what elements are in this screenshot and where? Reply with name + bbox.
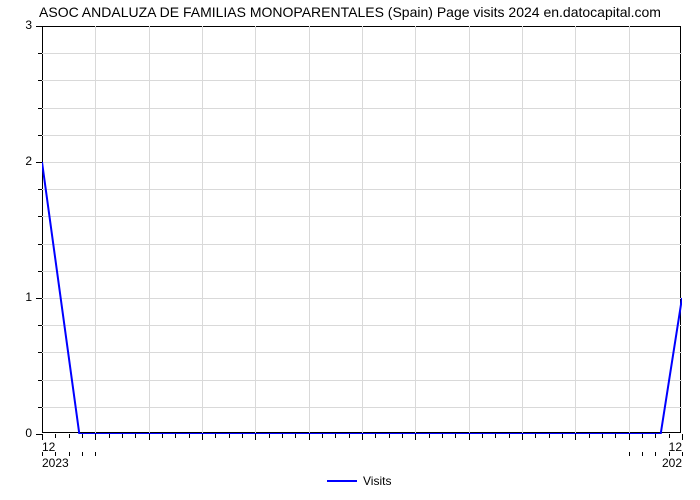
x-axis-label-bottom: 2023 [42,456,69,470]
xtick-minor [242,434,243,438]
xtick [682,434,683,440]
x-axis-label-top: 12 [669,440,682,454]
xtick-minor [269,434,270,438]
xtick-minor [135,434,136,438]
series-line [42,26,682,434]
xtick-minor [349,434,350,438]
legend-line [327,480,357,482]
xtick-minor [589,434,590,438]
xtick-minor [669,434,670,438]
xtick-minor [162,434,163,438]
xtick-minor [322,434,323,438]
xtick-minor [55,434,56,438]
legend-label: Visits [363,474,391,488]
y-axis-label: 1 [12,290,32,304]
xtick-minor [402,434,403,438]
xtick [202,434,203,440]
xtick [469,434,470,440]
xtick-minor [189,434,190,438]
xtick [309,434,310,440]
xtick [575,434,576,440]
xtick-minor [549,434,550,438]
xtick-minor [109,434,110,438]
xtick-minor [655,434,656,438]
xtick-minor [442,434,443,438]
xtick-minor [562,434,563,438]
xtick [149,434,150,440]
xtick-minor [389,434,390,438]
xtick-minor [175,434,176,438]
xtick-minor [482,434,483,438]
xtick [362,434,363,440]
xtick-minor [429,434,430,438]
xtick-minor-row2 [82,452,83,456]
xtick-minor [282,434,283,438]
xtick-minor [215,434,216,438]
xtick [255,434,256,440]
xtick-minor [375,434,376,438]
xtick-minor [229,434,230,438]
xtick-minor-row2 [629,452,630,456]
x-axis-label-bottom: 202 [662,456,682,470]
y-axis-label: 2 [12,154,32,168]
chart-title: ASOC ANDALUZA DE FAMILIAS MONOPARENTALES… [0,4,700,20]
xtick [95,434,96,440]
xtick-minor-row2 [642,452,643,456]
xtick-minor [495,434,496,438]
xtick-minor [535,434,536,438]
xtick-minor [615,434,616,438]
xtick [629,434,630,440]
xtick-minor [82,434,83,438]
xtick [522,434,523,440]
y-axis-label: 0 [12,426,32,440]
xtick [415,434,416,440]
xtick-minor-row2 [682,452,683,456]
xtick-minor-row2 [655,452,656,456]
xtick-minor-row2 [95,452,96,456]
xtick-minor [455,434,456,438]
x-axis-label-top: 12 [42,440,55,454]
xtick-minor [69,434,70,438]
xtick-minor [602,434,603,438]
plot-area: 012312202312202 [42,26,682,434]
xtick-minor [642,434,643,438]
xtick-minor [295,434,296,438]
legend: Visits [327,474,391,488]
xtick-minor [509,434,510,438]
xtick-minor [335,434,336,438]
xtick-minor [122,434,123,438]
y-axis-label: 3 [12,18,32,32]
